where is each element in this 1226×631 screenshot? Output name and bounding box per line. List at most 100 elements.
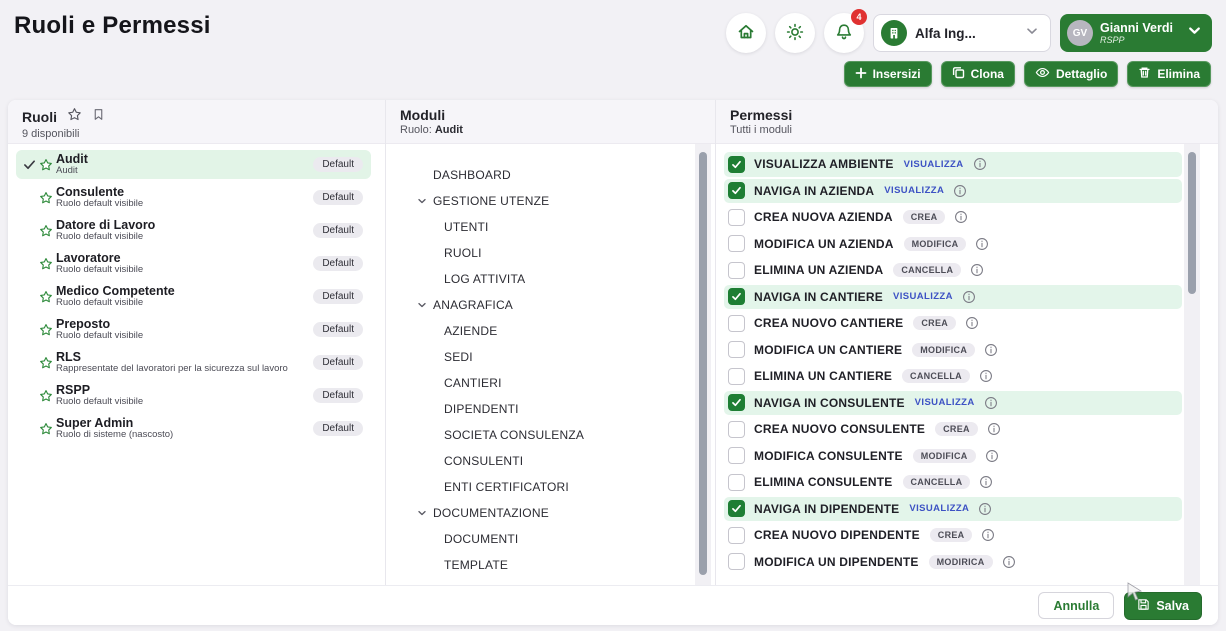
module-tree-item[interactable]: RUOLI <box>386 240 715 266</box>
modules-scrollbar[interactable] <box>695 144 711 585</box>
cancel-button[interactable]: Annulla <box>1038 592 1115 619</box>
checkbox[interactable] <box>728 394 745 412</box>
home-button[interactable] <box>726 13 766 53</box>
checkbox[interactable] <box>728 420 745 438</box>
role-list-item[interactable]: Consulente Ruolo default visibile Defaul… <box>16 183 371 212</box>
company-selector[interactable]: Alfa Ing... <box>873 14 1051 52</box>
info-icon[interactable] <box>979 369 993 383</box>
permission-row[interactable]: NAVIGA IN CONSULENTE VISUALIZZA <box>724 390 1182 415</box>
info-icon[interactable] <box>984 396 998 410</box>
checkbox[interactable] <box>728 473 745 491</box>
permission-row[interactable]: ELIMINA UN CANTIERE CANCELLA <box>724 364 1182 389</box>
star-icon[interactable] <box>39 422 56 436</box>
module-tree-item[interactable]: DOCUMENTAZIONE <box>386 500 715 526</box>
permission-row[interactable]: CREA NUOVO CONSULENTE CREA <box>724 417 1182 442</box>
role-list-item[interactable]: Preposto Ruolo default visibile Default <box>16 315 371 344</box>
theme-button[interactable] <box>775 13 815 53</box>
bookmark-icon[interactable] <box>92 108 105 126</box>
info-icon[interactable] <box>975 237 989 251</box>
permission-row[interactable]: MODIFICA UN DIPENDENTE MODIRICA <box>724 550 1182 575</box>
delete-button[interactable]: Elimina <box>1127 61 1211 87</box>
module-tree-item[interactable]: GESTIONE UTENZE <box>386 188 715 214</box>
clone-button[interactable]: Clona <box>940 61 1015 87</box>
chevron-down-icon[interactable] <box>416 507 433 519</box>
star-icon[interactable] <box>39 290 56 304</box>
star-icon[interactable] <box>39 158 56 172</box>
permission-row[interactable]: NAVIGA IN CANTIERE VISUALIZZA <box>724 284 1182 309</box>
info-icon[interactable] <box>978 502 992 516</box>
info-icon[interactable] <box>953 184 967 198</box>
star-icon[interactable] <box>39 323 56 337</box>
info-icon[interactable] <box>970 263 984 277</box>
star-icon[interactable] <box>67 107 82 127</box>
star-icon[interactable] <box>39 224 56 238</box>
star-icon[interactable] <box>39 191 56 205</box>
chevron-down-icon[interactable] <box>416 299 433 311</box>
star-icon[interactable] <box>39 389 56 403</box>
module-tree-item[interactable]: CANTIERI <box>386 370 715 396</box>
scrollbar-thumb[interactable] <box>1188 152 1196 294</box>
info-icon[interactable] <box>973 157 987 171</box>
info-icon[interactable] <box>1002 555 1016 569</box>
checkbox[interactable] <box>728 314 745 332</box>
role-list-item[interactable]: Datore di Lavoro Ruolo default visibile … <box>16 216 371 245</box>
permission-row[interactable]: NAVIGA IN DIPENDENTE VISUALIZZA <box>724 496 1182 521</box>
info-icon[interactable] <box>984 343 998 357</box>
info-icon[interactable] <box>954 210 968 224</box>
info-icon[interactable] <box>962 290 976 304</box>
module-tree-item[interactable]: SOCIETA CONSULENZA <box>386 422 715 448</box>
module-tree-item[interactable]: AZIENDE <box>386 318 715 344</box>
checkbox[interactable] <box>728 208 745 226</box>
permission-row[interactable]: CREA NUOVO CANTIERE CREA <box>724 311 1182 336</box>
permission-row[interactable]: CREA NUOVO DIPENDENTE CREA <box>724 523 1182 548</box>
module-tree-item[interactable]: LOG ATTIVITA <box>386 266 715 292</box>
chevron-down-icon[interactable] <box>416 195 433 207</box>
module-tree-item[interactable]: DASHBOARD <box>386 162 715 188</box>
checkbox[interactable] <box>728 526 745 544</box>
checkbox[interactable] <box>728 500 745 518</box>
role-list-item[interactable]: RLS Rappresentate del lavoratori per la … <box>16 348 371 377</box>
module-tree-item[interactable]: UTENTI <box>386 214 715 240</box>
permission-row[interactable]: MODIFICA UN CANTIERE MODIFICA <box>724 338 1182 363</box>
checkbox[interactable] <box>728 235 745 253</box>
module-tree-item[interactable]: CONSULENTI <box>386 448 715 474</box>
star-icon[interactable] <box>39 257 56 271</box>
star-icon[interactable] <box>39 356 56 370</box>
role-list-item[interactable]: RSPP Ruolo default visibile Default <box>16 381 371 410</box>
permission-row[interactable]: ELIMINA UN AZIENDA CANCELLA <box>724 258 1182 283</box>
info-icon[interactable] <box>965 316 979 330</box>
role-list-item[interactable]: Audit Audit Default <box>16 150 371 179</box>
checkbox[interactable] <box>728 155 745 173</box>
info-icon[interactable] <box>985 449 999 463</box>
save-button[interactable]: Salva <box>1124 591 1202 620</box>
checkbox[interactable] <box>728 447 745 465</box>
module-tree-item[interactable]: DOCUMENTI <box>386 526 715 552</box>
info-icon[interactable] <box>981 528 995 542</box>
insert-button[interactable]: Insersizi <box>843 61 932 87</box>
checkbox[interactable] <box>728 288 745 306</box>
permission-row[interactable]: VISUALIZZA AMBIENTE VISUALIZZA <box>724 152 1182 177</box>
checkbox[interactable] <box>728 553 745 571</box>
role-list-item[interactable]: Super Admin Ruolo di sisteme (nascosto) … <box>16 414 371 443</box>
module-tree-item[interactable]: ANAGRAFICA <box>386 292 715 318</box>
module-tree-item[interactable]: ENTI CERTIFICATORI <box>386 474 715 500</box>
permission-row[interactable]: ELIMINA CONSULENTE CANCELLA <box>724 470 1182 495</box>
notifications-button[interactable]: 4 <box>824 9 867 53</box>
checkbox[interactable] <box>728 341 745 359</box>
checkbox[interactable] <box>728 182 745 200</box>
checkbox[interactable] <box>728 367 745 385</box>
info-icon[interactable] <box>987 422 1001 436</box>
checkbox[interactable] <box>728 261 745 279</box>
permission-row[interactable]: MODIFICA UN AZIENDA MODIFICA <box>724 232 1182 257</box>
detail-button[interactable]: Dettaglio <box>1023 61 1119 87</box>
scrollbar-thumb[interactable] <box>699 152 707 575</box>
permission-row[interactable]: CREA NUOVA AZIENDA CREA <box>724 205 1182 230</box>
permission-row[interactable]: MODIFICA CONSULENTE MODIFICA <box>724 444 1182 469</box>
role-list-item[interactable]: Lavoratore Ruolo default visibile Defaul… <box>16 249 371 278</box>
module-tree-item[interactable]: SEDI <box>386 344 715 370</box>
user-menu[interactable]: GV Gianni Verdi RSPP <box>1060 14 1212 52</box>
module-tree-item[interactable]: DIPENDENTI <box>386 396 715 422</box>
info-icon[interactable] <box>979 475 993 489</box>
permission-row[interactable]: NAVIGA IN AZIENDA VISUALIZZA <box>724 178 1182 203</box>
module-tree-item[interactable]: TEMPLATE <box>386 552 715 578</box>
